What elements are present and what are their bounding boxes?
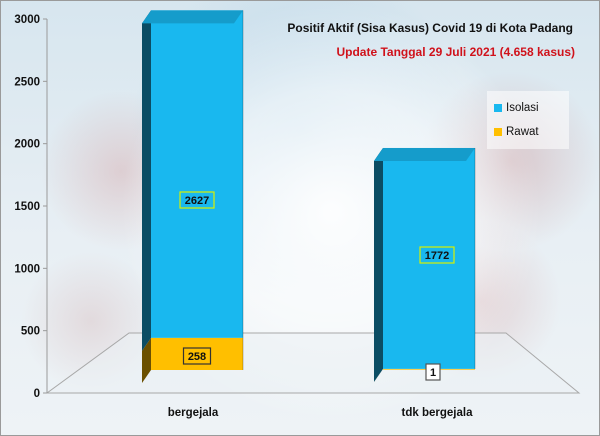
bar-side-tdk-bergejala-rawat	[374, 368, 383, 382]
bar-bergejala-isolasi	[151, 10, 243, 338]
legend-swatch-rawat	[494, 128, 502, 136]
data-label-box-bergejala-isolasi	[179, 191, 215, 209]
data-label-bergejala-isolasi: 2627	[185, 195, 209, 207]
data-label-bergejala-rawat: 258	[188, 351, 206, 363]
bar-side-tdk-bergejala-isolasi	[374, 147, 383, 382]
data-label-tdk-bergejala-isolasi: 1772	[425, 250, 449, 262]
y-tick-label: 1000	[14, 263, 40, 275]
x-category-label-bergejala: bergejala	[168, 407, 219, 419]
legend-item-rawat: Rawat	[494, 124, 539, 140]
data-label-box-tdk-bergejala-isolasi	[419, 246, 455, 264]
data-label-box-bergejala-rawat	[182, 347, 212, 365]
legend-label-rawat: Rawat	[506, 126, 539, 138]
chart-legend: Isolasi Rawat	[487, 91, 569, 149]
y-tick-label: 2000	[14, 139, 40, 151]
x-category-label-tdk-bergejala: tdk bergejala	[402, 407, 474, 419]
y-tick-label: 3000	[14, 14, 40, 26]
chart-floor	[45, 332, 581, 394]
bar-top-bergejala	[142, 10, 243, 24]
legend-item-isolasi: Isolasi	[494, 100, 539, 116]
y-tick-label: 2500	[14, 76, 40, 88]
legend-label-isolasi: Isolasi	[506, 102, 539, 114]
data-label-box-tdk-bergejala-rawat	[425, 363, 441, 381]
legend-swatch-isolasi	[494, 104, 502, 112]
data-label-tdk-bergejala-rawat: 1	[430, 367, 436, 379]
chart-title: Positif Aktif (Sisa Kasus) Covid 19 di K…	[287, 21, 573, 35]
y-tick-label: 500	[21, 326, 40, 338]
bar-side-bergejala-isolasi	[142, 10, 151, 351]
bar-side-bergejala-rawat	[142, 337, 151, 383]
bar-top-tdk-bergejala	[374, 147, 475, 161]
chart-subtitle: Update Tanggal 29 Juli 2021 (4.658 kasus…	[336, 45, 575, 59]
y-tick-label: 1500	[14, 201, 40, 213]
y-tick-label: 0	[34, 388, 40, 400]
